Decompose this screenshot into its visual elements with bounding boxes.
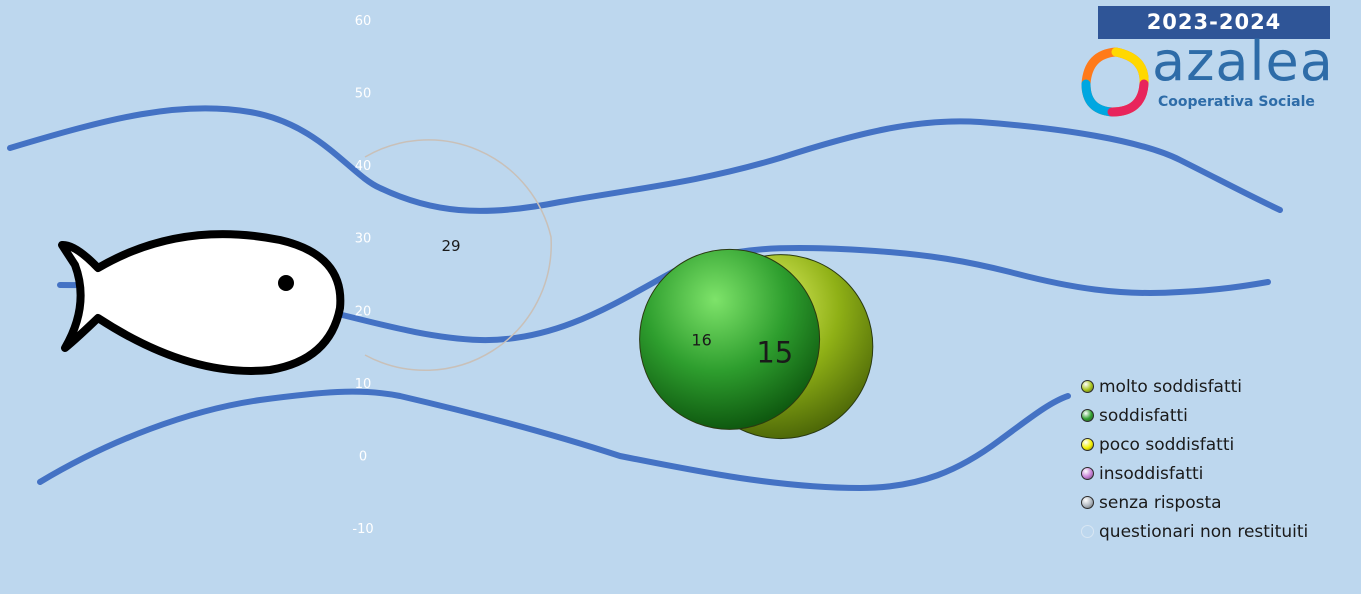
- y-tick-label: 0: [359, 449, 367, 464]
- y-tick-label: 40: [355, 159, 372, 174]
- legend-label: questionari non restituiti: [1099, 521, 1309, 542]
- wave-line-1: [7, 105, 1283, 214]
- legend-item-soddisfatti: soddisfatti: [1081, 401, 1308, 430]
- data-label-questionari-non-restituiti: 29: [441, 237, 460, 255]
- bubble-questionari-non-restituiti: [364, 139, 552, 372]
- y-tick-label: 60: [355, 14, 372, 29]
- y-tick-label: 20: [355, 304, 372, 319]
- y-tick-label: -10: [352, 522, 373, 537]
- legend-label: poco soddisfatti: [1099, 434, 1235, 455]
- bubble-soddisfatti: [639, 248, 821, 430]
- azalea-logo: azalea Cooperativa Sociale: [1080, 30, 1361, 122]
- legend-swatch: [1081, 380, 1094, 393]
- fish-icon: [58, 230, 345, 375]
- legend: molto soddisfatti soddisfatti poco soddisf…: [1081, 372, 1308, 546]
- y-tick-label: 50: [355, 87, 372, 102]
- y-tick-label: 10: [355, 377, 372, 392]
- legend-label: insoddisfatti: [1099, 463, 1204, 484]
- legend-item-poco-soddisfatti: poco soddisfatti: [1081, 430, 1308, 459]
- legend-label: soddisfatti: [1099, 405, 1188, 426]
- logo-wordmark: azalea: [1152, 30, 1334, 93]
- data-label-molto-soddisfatti: 15: [756, 336, 793, 370]
- azalea-logo-icon: [1081, 47, 1149, 117]
- year-badge: 2023-2024: [1098, 6, 1330, 39]
- legend-swatch: [1081, 467, 1094, 480]
- bubbles: 29 15 16: [364, 139, 874, 440]
- legend-label: molto soddisfatti: [1099, 376, 1243, 397]
- legend-label: senza risposta: [1099, 492, 1222, 513]
- y-tick-label: 30: [355, 232, 372, 247]
- wave-line-3: [37, 388, 1071, 492]
- legend-swatch: [1081, 409, 1094, 422]
- legend-item-questionari-non-restituiti: questionari non restituiti: [1081, 517, 1308, 546]
- legend-item-molto-soddisfatti: molto soddisfatti: [1081, 372, 1308, 401]
- logo-subtitle: Cooperativa Sociale: [1158, 94, 1315, 110]
- legend-swatch: [1081, 438, 1094, 451]
- legend-swatch: [1081, 496, 1094, 509]
- legend-swatch: [1081, 525, 1094, 538]
- data-label-soddisfatti: 16: [691, 330, 711, 349]
- legend-item-senza-risposta: senza risposta: [1081, 488, 1308, 517]
- y-axis-ticks: 60 50 40 30 20 10 0 -10: [352, 14, 373, 537]
- legend-item-insoddisfatti: insoddisfatti: [1081, 459, 1308, 488]
